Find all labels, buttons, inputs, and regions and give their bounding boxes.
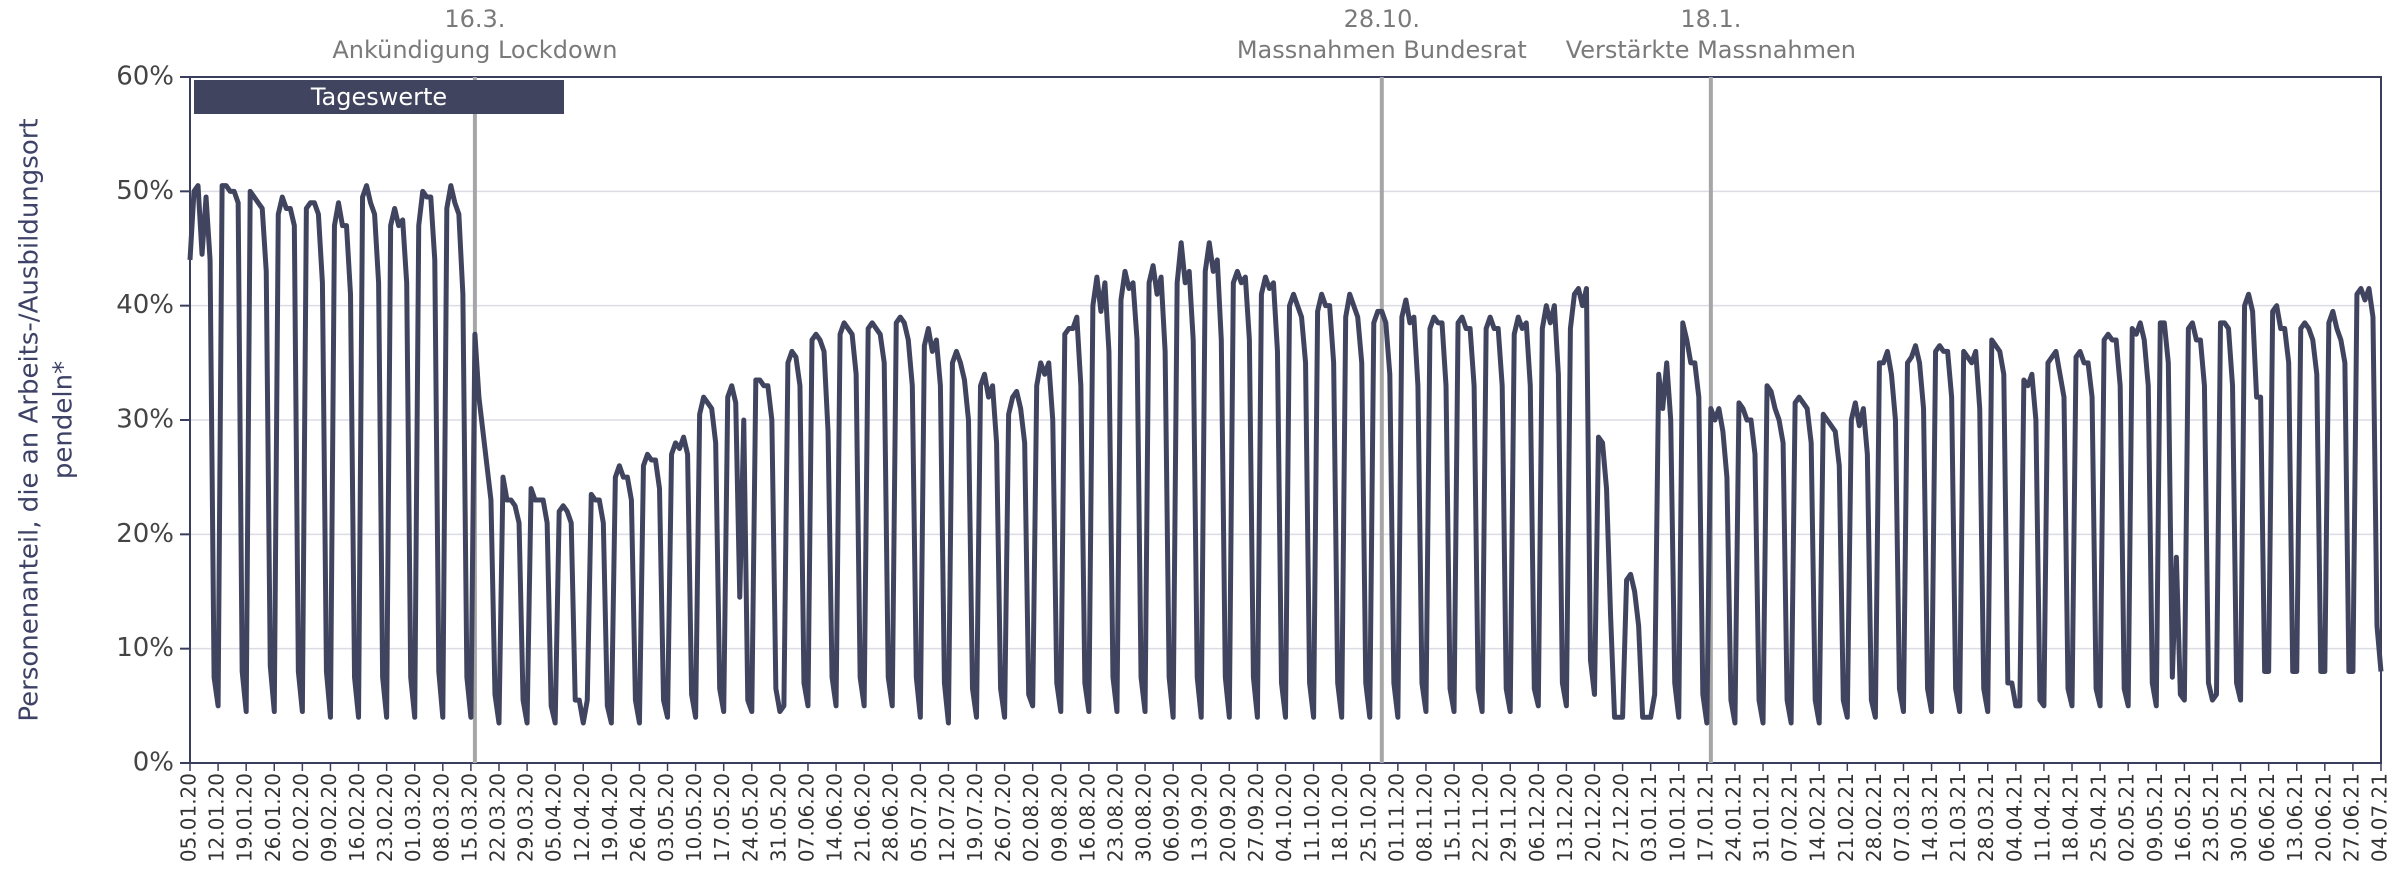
x-tick-label: 29.11.20: [1497, 773, 1521, 862]
x-tick-label: 01.03.20: [401, 773, 425, 862]
x-tick-label: 22.11.20: [1469, 773, 1493, 862]
x-tick-label: 06.06.21: [2255, 773, 2279, 862]
annotation-date: 16.3.: [444, 5, 505, 33]
x-tick-label: 24.01.21: [1721, 773, 1745, 862]
x-tick-label: 07.06.20: [794, 773, 818, 862]
x-tick-label: 15.03.20: [457, 773, 481, 862]
x-tick-label: 18.04.21: [2059, 773, 2083, 862]
x-tick-label: 05.04.20: [542, 773, 566, 862]
x-tick-label: 30.08.20: [1132, 773, 1156, 862]
x-tick-label: 17.01.21: [1693, 773, 1717, 862]
x-tick-label: 24.05.20: [738, 773, 762, 862]
x-tick-label: 04.07.21: [2368, 773, 2392, 862]
legend-label: Tageswerte: [310, 83, 447, 111]
x-tick-label: 16.02.20: [345, 773, 369, 862]
x-tick-label: 16.05.21: [2171, 773, 2195, 862]
y-tick-label: 0%: [133, 748, 174, 778]
x-tick-label: 23.02.20: [373, 773, 397, 862]
x-tick-label: 10.05.20: [682, 773, 706, 862]
x-tick-label: 31.05.20: [766, 773, 790, 862]
x-tick-label: 04.04.21: [2002, 773, 2026, 862]
x-tick-label: 27.12.20: [1609, 773, 1633, 862]
x-tick-label: 30.05.21: [2227, 773, 2251, 862]
x-tick-label: 04.10.20: [1272, 773, 1296, 862]
x-tick-label: 26.07.20: [991, 773, 1015, 862]
x-tick-label: 27.06.21: [2339, 773, 2363, 862]
legend-box: [194, 80, 564, 114]
x-tick-label: 13.12.20: [1553, 773, 1577, 862]
x-tick-label: 14.03.21: [1918, 773, 1942, 862]
x-tick-label: 28.03.21: [1974, 773, 1998, 862]
x-tick-label: 16.08.20: [1075, 773, 1099, 862]
x-tick-label: 06.09.20: [1160, 773, 1184, 862]
y-tick-label: 60%: [116, 62, 174, 92]
x-tick-label: 25.04.21: [2087, 773, 2111, 862]
x-tick-label: 02.05.21: [2115, 773, 2139, 862]
x-tick-label: 27.09.20: [1244, 773, 1268, 862]
x-tick-label: 13.06.21: [2283, 773, 2307, 862]
x-tick-label: 12.01.20: [205, 773, 229, 862]
x-tick-label: 07.02.21: [1778, 773, 1802, 862]
x-tick-label: 17.05.20: [710, 773, 734, 862]
y-tick-label: 40%: [116, 290, 174, 320]
x-tick-label: 22.03.20: [485, 773, 509, 862]
x-tick-label: 08.03.20: [429, 773, 453, 862]
x-tick-label: 11.10.20: [1300, 773, 1324, 862]
y-tick-label: 10%: [116, 633, 174, 663]
x-tick-label: 12.07.20: [935, 773, 959, 862]
x-tick-label: 18.10.20: [1328, 773, 1352, 862]
x-tick-label: 11.04.21: [2030, 773, 2054, 862]
y-tick-label: 20%: [116, 519, 174, 549]
annotation-text: Massnahmen Bundesrat: [1237, 36, 1527, 64]
annotation-text: Ankündigung Lockdown: [332, 36, 617, 64]
x-tick-label: 20.06.21: [2311, 773, 2335, 862]
annotation-date: 28.10.: [1344, 5, 1420, 33]
y-tick-label: 50%: [116, 176, 174, 206]
x-tick-label: 26.01.20: [261, 773, 285, 862]
x-tick-label: 10.01.21: [1665, 773, 1689, 862]
y-axis-title: Personenanteil, die an Arbeits-/Ausbildu…: [15, 118, 45, 721]
x-tick-label: 02.02.20: [289, 773, 313, 862]
x-tick-label: 21.02.21: [1834, 773, 1858, 862]
x-tick-label: 31.01.21: [1750, 773, 1774, 862]
x-tick-label: 21.06.20: [851, 773, 875, 862]
x-tick-label: 07.03.21: [1890, 773, 1914, 862]
x-tick-label: 29.03.20: [514, 773, 538, 862]
x-tick-label: 20.09.20: [1216, 773, 1240, 862]
x-tick-label: 13.09.20: [1188, 773, 1212, 862]
x-tick-label: 01.11.20: [1384, 773, 1408, 862]
x-tick-label: 28.02.21: [1862, 773, 1886, 862]
annotation-text: Verstärkte Massnahmen: [1566, 36, 1856, 64]
x-tick-label: 19.07.20: [963, 773, 987, 862]
x-tick-label: 15.11.20: [1441, 773, 1465, 862]
x-tick-label: 14.02.21: [1806, 773, 1830, 862]
x-tick-label: 19.04.20: [598, 773, 622, 862]
x-tick-label: 25.10.20: [1356, 773, 1380, 862]
x-tick-label: 03.05.20: [654, 773, 678, 862]
x-tick-label: 02.08.20: [1019, 773, 1043, 862]
x-tick-label: 09.08.20: [1047, 773, 1071, 862]
y-tick-label: 30%: [116, 405, 174, 435]
x-tick-label: 28.06.20: [879, 773, 903, 862]
x-tick-label: 09.05.21: [2143, 773, 2167, 862]
x-tick-label: 08.11.20: [1412, 773, 1436, 862]
y-axis-title: pendeln*: [49, 361, 79, 479]
x-tick-label: 20.12.20: [1581, 773, 1605, 862]
x-tick-label: 12.04.20: [570, 773, 594, 862]
x-tick-label: 05.07.20: [907, 773, 931, 862]
x-tick-label: 23.05.21: [2199, 773, 2223, 862]
x-tick-label: 03.01.21: [1637, 773, 1661, 862]
x-tick-label: 05.01.20: [177, 773, 201, 862]
series-line: [187, 183, 2384, 726]
x-tick-label: 19.01.20: [233, 773, 257, 862]
annotation-date: 18.1.: [1680, 5, 1741, 33]
x-tick-label: 23.08.20: [1103, 773, 1127, 862]
x-tick-label: 21.03.21: [1946, 773, 1970, 862]
x-tick-label: 14.06.20: [823, 773, 847, 862]
x-tick-label: 09.02.20: [317, 773, 341, 862]
x-tick-label: 26.04.20: [626, 773, 650, 862]
x-tick-label: 06.12.20: [1525, 773, 1549, 862]
